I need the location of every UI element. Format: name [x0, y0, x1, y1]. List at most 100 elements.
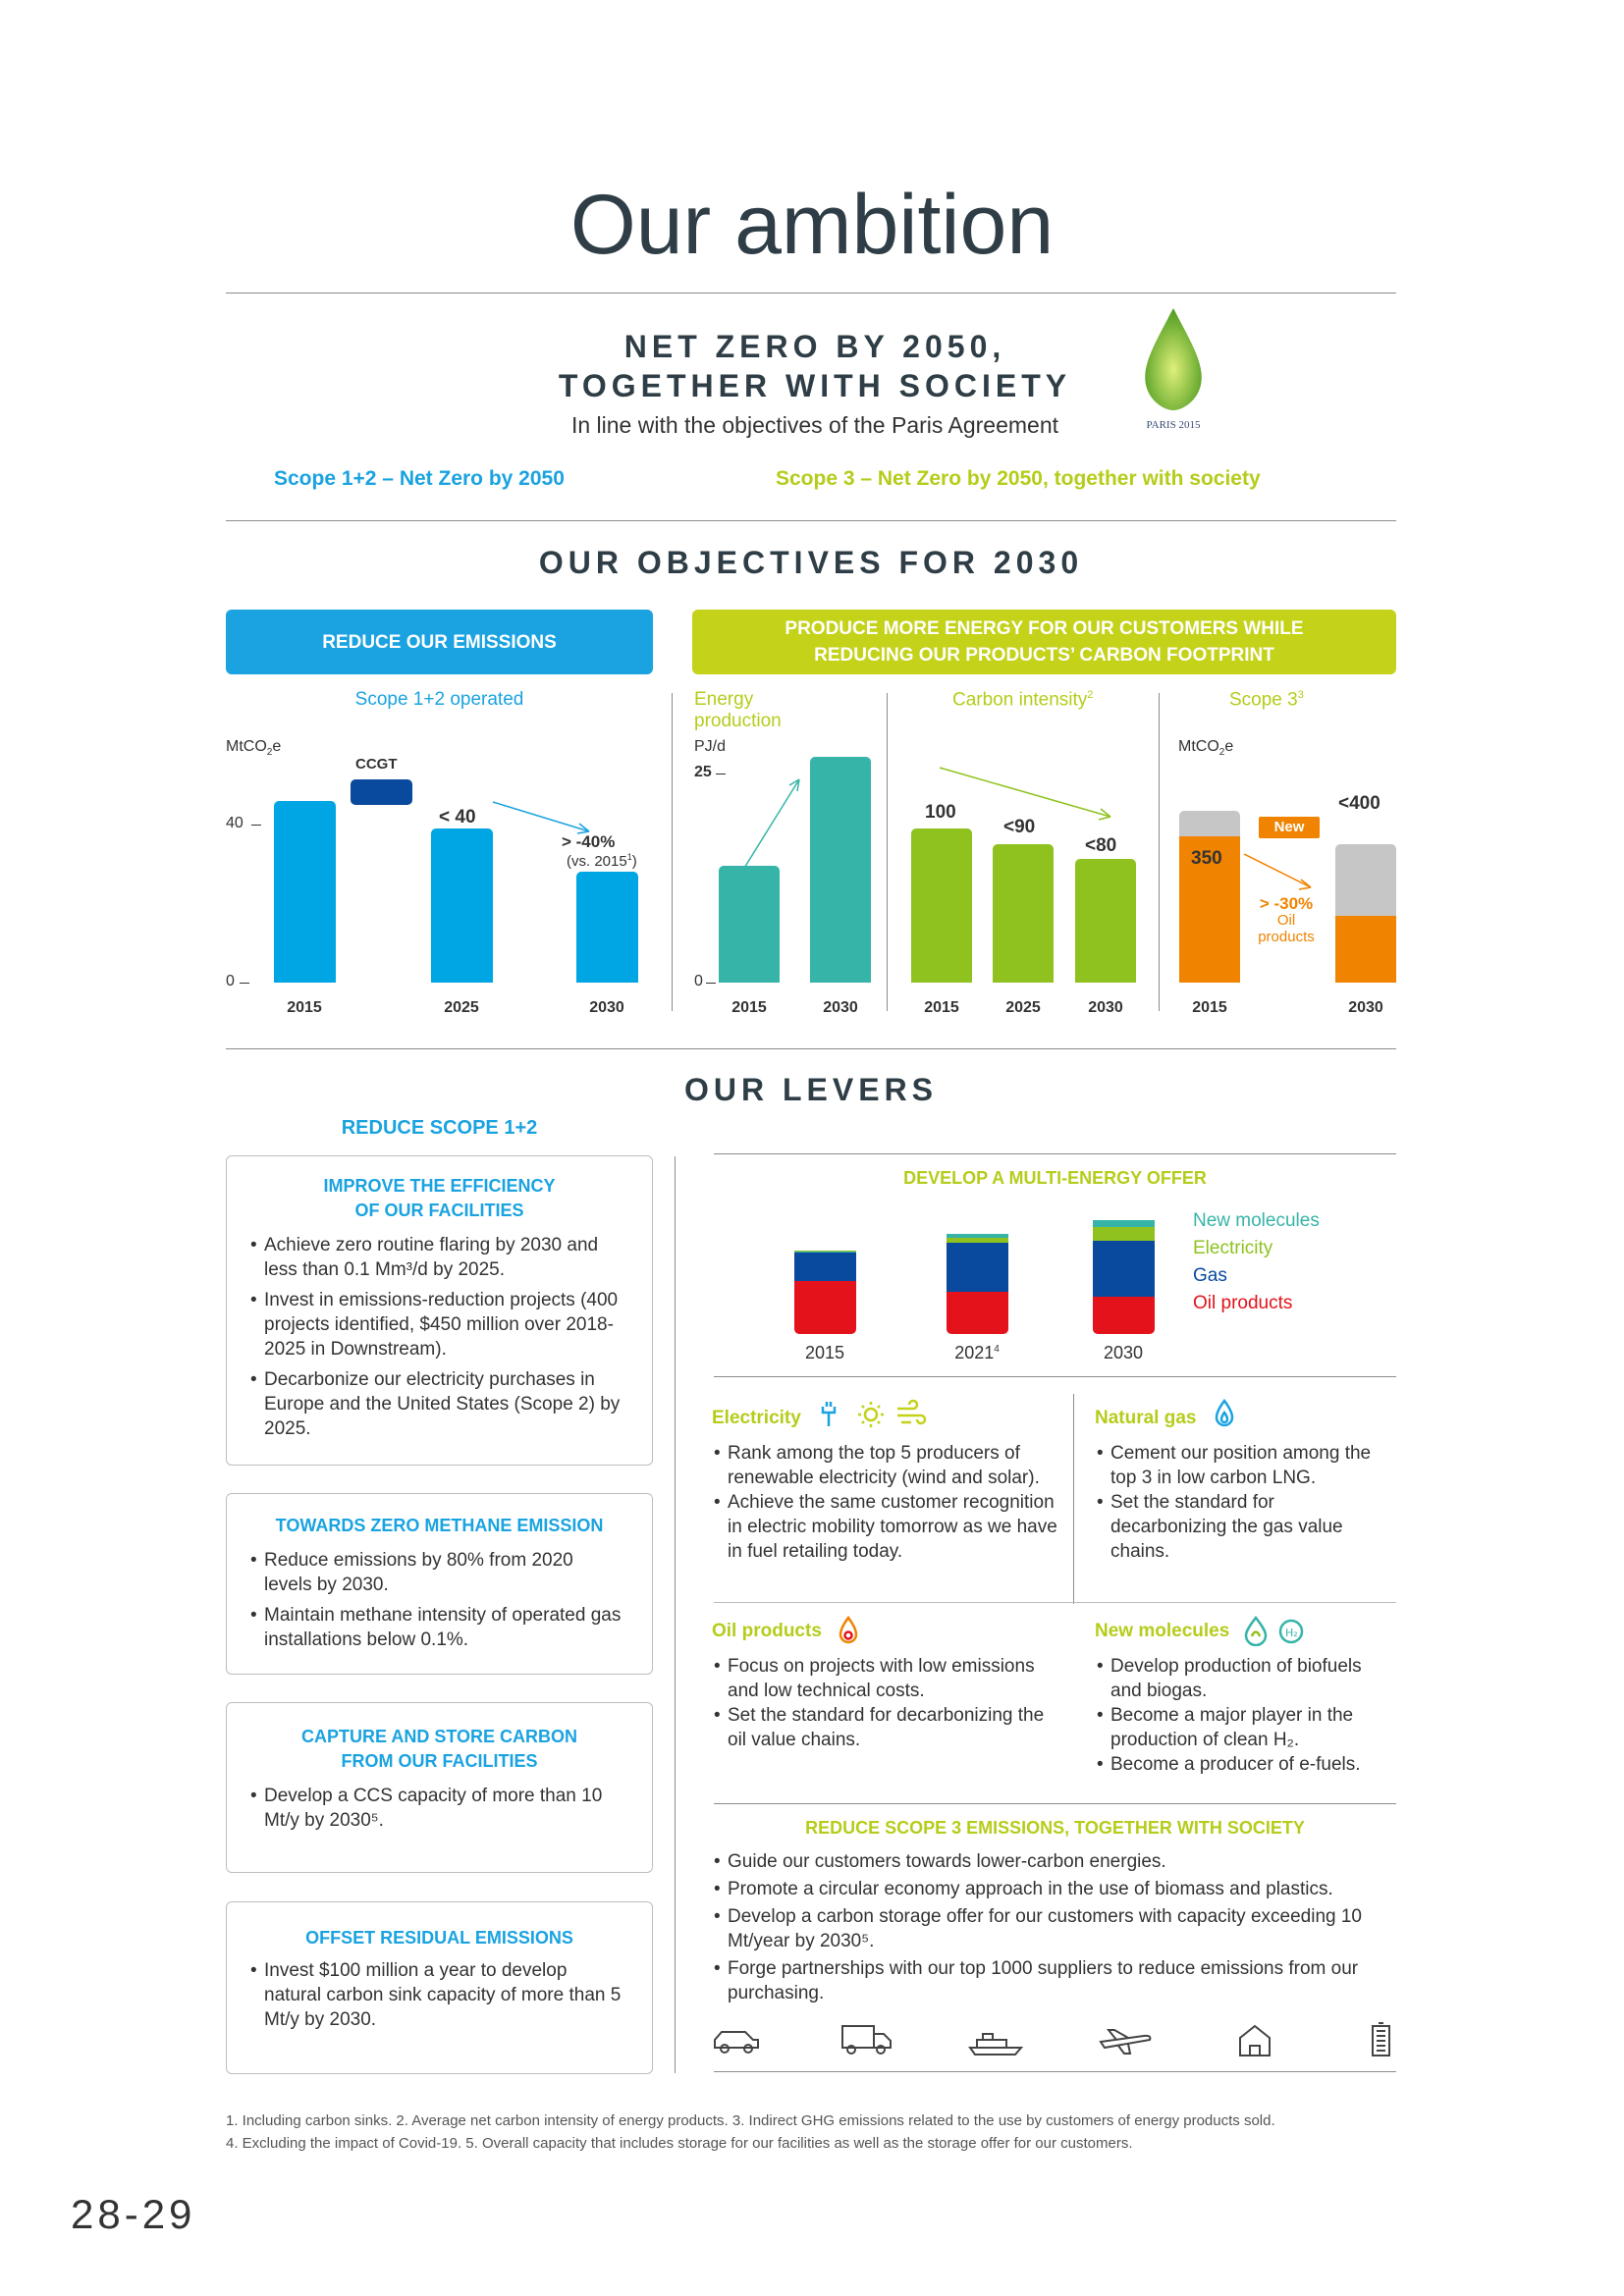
- y-tick-25: 25: [694, 764, 712, 780]
- scope3-chart-title: Scope 33: [1229, 689, 1304, 711]
- levers-heading: OUR LEVERS: [683, 1072, 939, 1107]
- x-tick-2030: 2030: [1088, 999, 1123, 1016]
- page-number: 28-29: [71, 2191, 196, 2237]
- scope3-target: Scope 3 – Net Zero by 2050, together wit…: [776, 467, 1261, 490]
- carbon-chart-title: Carbon intensity2: [952, 689, 1094, 711]
- value-label-2015: 350: [1191, 848, 1222, 869]
- svg-text:H₂: H₂: [1285, 1627, 1298, 1639]
- bullet: Develop production of biofuels and bioga…: [1097, 1654, 1391, 1703]
- multi-energy-title: DEVELOP A MULTI-ENERGY OFFER: [903, 1168, 1207, 1188]
- trend-arrow: [728, 778, 800, 894]
- plane-icon: [1099, 2029, 1152, 2055]
- chart-separator: [1159, 693, 1160, 1011]
- y-tick-40: 40: [226, 815, 244, 831]
- oil-flame-icon: [839, 1616, 858, 1644]
- stack-2015: [794, 1251, 856, 1334]
- x-tick-2015: 2015: [804, 1343, 845, 1362]
- bullet: Rank among the top 5 producers of renewa…: [714, 1441, 1067, 1490]
- flame-icon: [1215, 1399, 1234, 1427]
- net-zero-subtitle: In line with the objectives of the Paris…: [570, 412, 1059, 438]
- y-axis-unit: MtCO2e: [1178, 738, 1234, 759]
- electricity-title: Electricity: [712, 1408, 801, 1428]
- x-tick-2025: 2025: [444, 999, 479, 1016]
- scope3-levers-title: REDUCE SCOPE 3 EMISSIONS, TOGETHER WITH …: [805, 1818, 1305, 1838]
- y-tick-0: 0: [694, 973, 703, 989]
- reduce-emissions-box: REDUCE OUR EMISSIONS: [226, 610, 653, 674]
- bar-2015: [719, 865, 780, 983]
- methane-box: TOWARDS ZERO METHANE EMISSION Reduce emi…: [226, 1493, 653, 1675]
- bullet: Achieve zero routine flaring by 2030 and…: [250, 1233, 623, 1282]
- x-tick-2025: 2025: [1005, 999, 1041, 1016]
- value-label-2030: > -40%: [562, 832, 616, 851]
- stack-2021: [947, 1234, 1008, 1334]
- wind-icon: [897, 1399, 927, 1425]
- ccgt-label: CCGT: [355, 756, 398, 773]
- y-tick-0: 0: [226, 973, 235, 989]
- new-molecules-title: New molecules: [1095, 1621, 1230, 1641]
- trend-arrow: [492, 801, 590, 834]
- chart-separator: [672, 693, 673, 1011]
- x-tick-2030: 2030: [823, 999, 858, 1016]
- levers-separator: [675, 1156, 676, 2073]
- sun-icon: [858, 1402, 884, 1427]
- bullet: Achieve the same customer recognition in…: [714, 1490, 1067, 1564]
- building-icon: [1372, 2022, 1390, 2056]
- x-tick-2021: 20214: [954, 1343, 1000, 1362]
- bar-2030-oil: [1335, 915, 1396, 983]
- value-note-2030: (vs. 20151): [567, 852, 637, 870]
- natural-gas-list: Cement our position among the top 3 in l…: [1097, 1441, 1391, 1570]
- net-zero-heading: NET ZERO BY 2050, TOGETHER WITH SOCIETY: [558, 329, 1072, 403]
- bar-2015-oil: [1179, 835, 1240, 983]
- bullet: Become a producer of e-fuels.: [1097, 1752, 1391, 1777]
- electricity-icons: [821, 1399, 927, 1427]
- objectives-heading: OUR OBJECTIVES FOR 2030: [538, 545, 1084, 580]
- plug-icon: [821, 1402, 837, 1426]
- value-label-2030: <80: [1085, 835, 1117, 856]
- page-title: Our ambition: [569, 178, 1055, 272]
- bar-2030: [1075, 859, 1136, 983]
- energy-chart-title: Energy production: [694, 689, 782, 731]
- value-label-2025: <90: [1003, 817, 1036, 837]
- oil-products-title: Oil products: [712, 1621, 822, 1641]
- bullet: Cement our position among the top 3 in l…: [1097, 1441, 1391, 1490]
- house-icon: [1239, 2024, 1271, 2056]
- truck-icon: [841, 2025, 892, 2055]
- bullet: Focus on projects with low emissions and…: [714, 1654, 1067, 1703]
- bullet: Invest $100 million a year to develop na…: [250, 1958, 623, 2032]
- bar-2025: [431, 828, 493, 983]
- chart-separator: [887, 693, 888, 1011]
- new-badge: New: [1259, 817, 1320, 838]
- ccs-box: CAPTURE AND STORE CARBON FROM OUR FACILIT…: [226, 1702, 653, 1873]
- trend-arrow: [939, 767, 1111, 821]
- footnote-2: 4. Excluding the impact of Covid-19. 5. …: [226, 2135, 1133, 2152]
- bullet: Decarbonize our electricity purchases in…: [250, 1367, 623, 1441]
- car-icon: [714, 2031, 759, 2054]
- scope12-target: Scope 1+2 – Net Zero by 2050: [274, 467, 565, 490]
- bullet: Invest in emissions-reduction projects (…: [250, 1288, 623, 1362]
- bullet: Develop a carbon storage offer for our c…: [714, 1904, 1401, 1953]
- bar-2030: [576, 872, 638, 983]
- new-molecules-list: Develop production of biofuels and bioga…: [1097, 1654, 1391, 1783]
- stack-2030: [1093, 1220, 1155, 1334]
- divider: [226, 293, 1396, 294]
- bullet: Develop a CCS capacity of more than 10 M…: [250, 1784, 623, 1833]
- divider: [226, 1048, 1396, 1049]
- bullet: Set the standard for decarbonizing the g…: [1097, 1490, 1391, 1564]
- value-label-2015: 100: [925, 802, 956, 823]
- offset-box: OFFSET RESIDUAL EMISSIONS Invest $100 mi…: [226, 1901, 653, 2074]
- bullet: Forge partnerships with our top 1000 sup…: [714, 1956, 1401, 2005]
- new-molecules-icons: H₂: [1244, 1615, 1304, 1646]
- bar-2015: [911, 828, 972, 983]
- bullet: Reduce emissions by 80% from 2020 levels…: [250, 1548, 623, 1597]
- bullet: Become a major player in the production …: [1097, 1703, 1391, 1752]
- bar-2030: [810, 756, 871, 983]
- x-tick-2015: 2015: [287, 999, 322, 1016]
- multi-legend: New molecules Electricity Gas Oil produc…: [1193, 1210, 1320, 1313]
- scope3-reduction: > -30% Oil products: [1258, 894, 1315, 945]
- x-tick-2030: 2030: [1103, 1343, 1144, 1362]
- x-tick-2030: 2030: [589, 999, 624, 1016]
- paris-2015-logo: PARIS 2015: [1134, 306, 1213, 439]
- oil-products-list: Focus on projects with low emissions and…: [714, 1654, 1067, 1758]
- biofuel-drop-icon: [1244, 1615, 1268, 1646]
- x-tick-2030: 2030: [1348, 999, 1383, 1016]
